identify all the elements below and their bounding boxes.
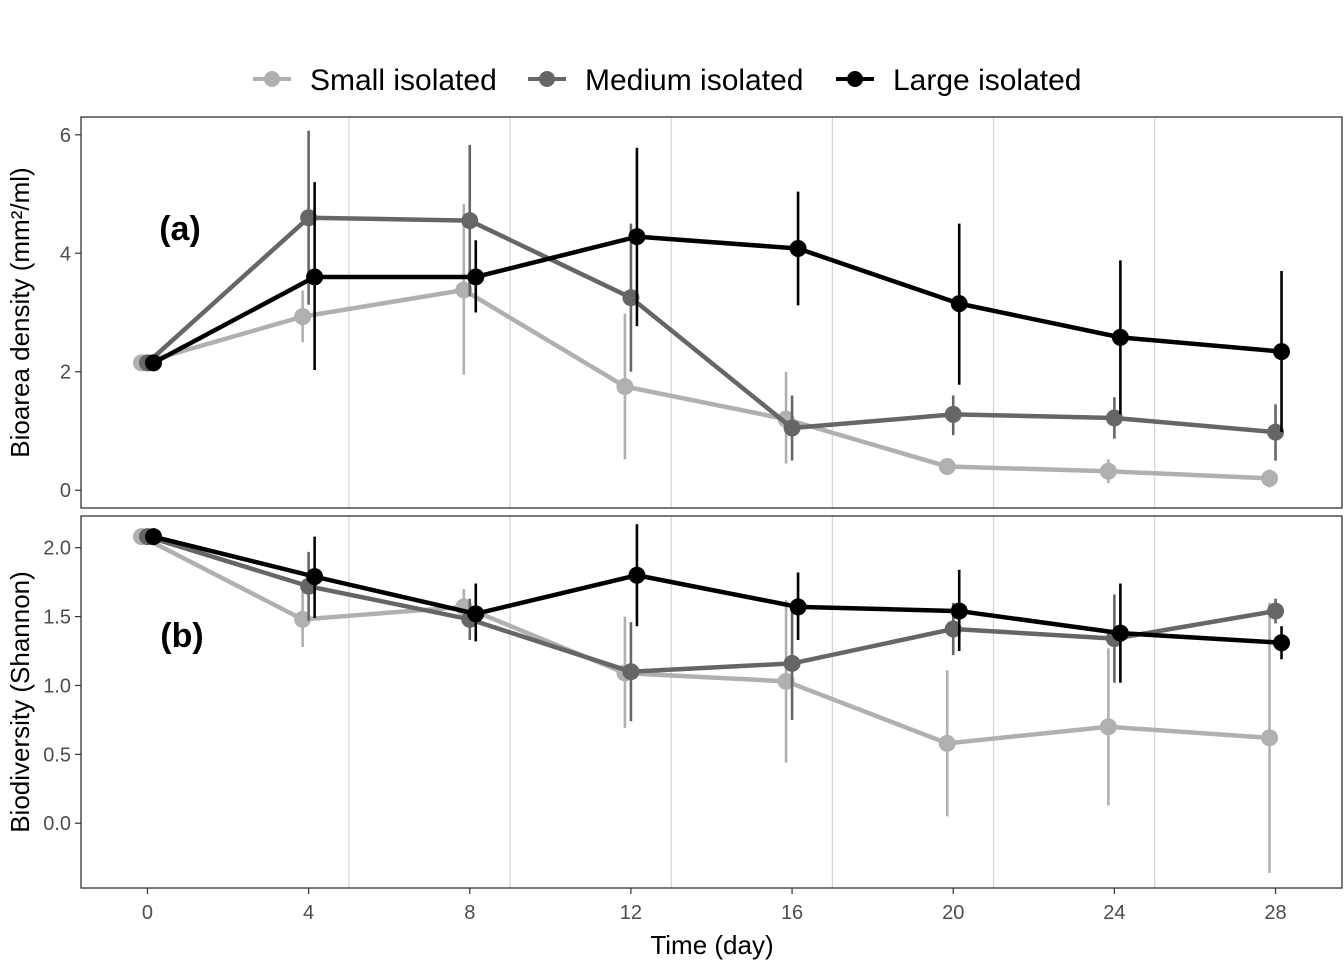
legend-label: Small isolated bbox=[310, 64, 497, 97]
series-line bbox=[152, 534, 1282, 646]
x-axis: 0 4 8 12 16 20 24 28 bbox=[142, 888, 1287, 924]
data-point bbox=[306, 268, 324, 286]
y-tick-label: 4 bbox=[60, 243, 71, 265]
data-point bbox=[938, 734, 956, 752]
data-point bbox=[306, 568, 324, 586]
data-point bbox=[628, 228, 646, 246]
y-axis-label: Bioarea density (mm²/ml) bbox=[5, 167, 35, 457]
panel-label: (a) bbox=[159, 210, 201, 248]
x-tick-label: 12 bbox=[620, 902, 642, 924]
data-point bbox=[1261, 469, 1279, 487]
data-point bbox=[783, 654, 801, 672]
data-point bbox=[1261, 729, 1279, 747]
x-tick-label: 0 bbox=[142, 902, 153, 924]
x-tick-label: 8 bbox=[464, 902, 475, 924]
data-point bbox=[1111, 624, 1129, 642]
data-point bbox=[467, 268, 485, 286]
legend-label: Medium isolated bbox=[585, 64, 803, 97]
x-tick-label: 16 bbox=[781, 902, 803, 924]
series-large-isolated bbox=[144, 147, 1291, 433]
x-tick-label: 4 bbox=[303, 902, 314, 924]
series-medium-isolated bbox=[138, 130, 1285, 461]
data-point bbox=[944, 405, 962, 423]
panel-b: 0.0 0.5 1.0 1.5 2.0 Biodiversity (Shannon) (b) bbox=[5, 515, 1343, 889]
data-point bbox=[294, 610, 312, 628]
data-point bbox=[461, 212, 479, 230]
data-point bbox=[1105, 409, 1123, 427]
data-point bbox=[1267, 602, 1285, 620]
y-tick-label: 6 bbox=[60, 125, 71, 147]
data-point bbox=[455, 281, 473, 299]
data-point bbox=[622, 289, 640, 307]
legend-item: Large isolated bbox=[836, 64, 1081, 97]
data-point bbox=[144, 354, 162, 372]
panel-a: 0 2 4 6 Bioarea density (mm²/ml) (a) bbox=[5, 116, 1343, 509]
y-axis-label: Biodiversity (Shannon) bbox=[5, 571, 35, 833]
data-point bbox=[622, 663, 640, 681]
data-point bbox=[1099, 462, 1117, 480]
data-point bbox=[628, 566, 646, 584]
data-point bbox=[467, 605, 485, 623]
data-point bbox=[783, 419, 801, 437]
x-tick-label: 20 bbox=[942, 902, 964, 924]
data-point bbox=[789, 240, 807, 258]
x-tick-label: 24 bbox=[1103, 902, 1125, 924]
y-tick-label: 2.0 bbox=[43, 538, 71, 560]
data-point bbox=[144, 528, 162, 546]
panel-border bbox=[80, 116, 1343, 509]
series-line bbox=[152, 234, 1282, 365]
data-point bbox=[1267, 423, 1285, 441]
series-line bbox=[145, 215, 1276, 435]
panel-border bbox=[80, 515, 1343, 889]
y-tick-label: 2 bbox=[60, 362, 71, 384]
series-line bbox=[140, 534, 1270, 746]
data-point bbox=[616, 378, 634, 396]
y-tick-label: 0.0 bbox=[43, 813, 71, 835]
data-point bbox=[1111, 328, 1129, 346]
data-point bbox=[294, 308, 312, 326]
legend-item: Medium isolated bbox=[528, 64, 803, 97]
data-point bbox=[1099, 718, 1117, 736]
y-tick-label: 1.5 bbox=[43, 607, 71, 629]
series-line bbox=[146, 534, 1276, 674]
data-point bbox=[1273, 343, 1291, 361]
legend-item: Small isolated bbox=[253, 64, 497, 97]
data-point bbox=[777, 672, 795, 690]
y-tick-label: 0 bbox=[60, 480, 71, 502]
data-point bbox=[950, 295, 968, 313]
data-point bbox=[950, 602, 968, 620]
legend-marker bbox=[264, 71, 280, 87]
x-tick-label: 28 bbox=[1264, 902, 1286, 924]
legend-marker bbox=[847, 71, 863, 87]
legend: Small isolated Medium isolated Large isola… bbox=[253, 64, 1081, 97]
y-tick-label: 1.0 bbox=[43, 675, 71, 697]
data-point bbox=[938, 458, 956, 476]
series-large-isolated bbox=[144, 524, 1291, 683]
legend-label: Large isolated bbox=[893, 64, 1081, 97]
y-tick-label: 0.5 bbox=[43, 744, 71, 766]
data-point bbox=[300, 209, 318, 227]
data-point bbox=[1273, 634, 1291, 652]
data-point bbox=[944, 620, 962, 638]
series-small-isolated bbox=[132, 204, 1279, 488]
series-medium-isolated bbox=[138, 528, 1285, 722]
series-line bbox=[140, 287, 1270, 481]
data-point bbox=[789, 598, 807, 616]
panel-label: (b) bbox=[160, 617, 203, 655]
legend-marker bbox=[539, 71, 555, 87]
x-axis-label: Time (day) bbox=[650, 930, 773, 960]
